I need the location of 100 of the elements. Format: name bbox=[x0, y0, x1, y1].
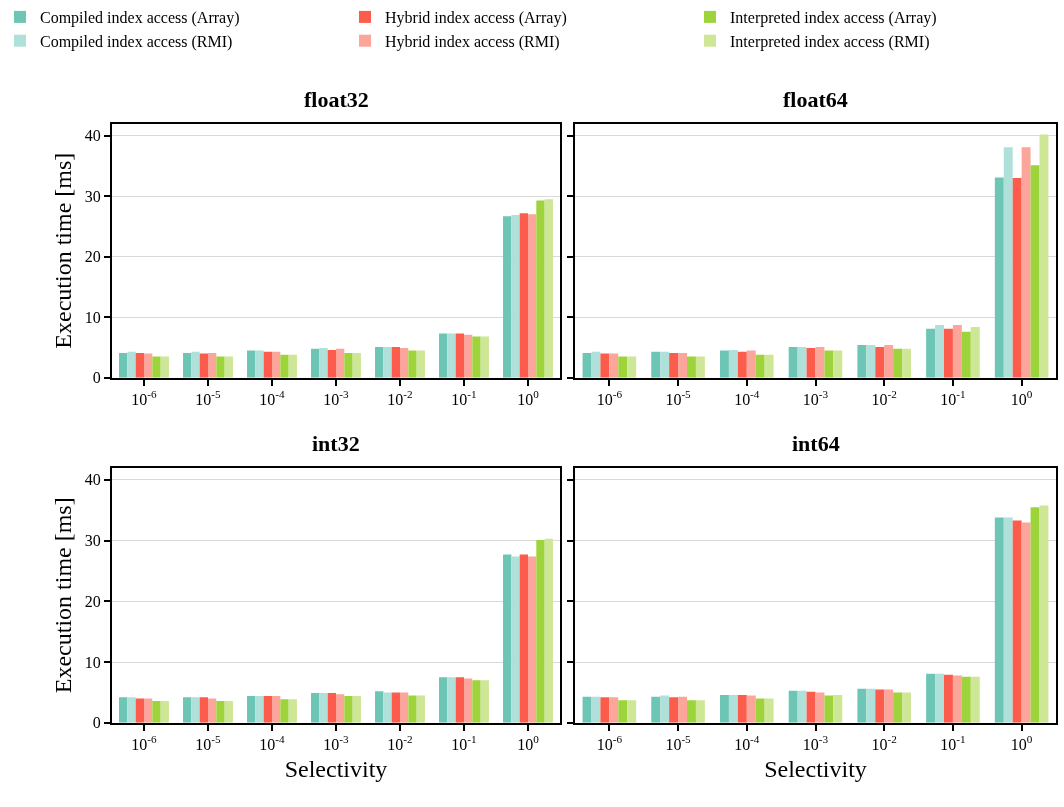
bar bbox=[1012, 520, 1022, 723]
bar bbox=[627, 700, 637, 723]
bar bbox=[127, 697, 136, 723]
bar bbox=[311, 348, 320, 378]
bar bbox=[528, 214, 537, 378]
bar bbox=[247, 350, 256, 378]
bar bbox=[480, 680, 489, 723]
bar bbox=[408, 695, 417, 723]
bar bbox=[183, 697, 192, 723]
bar bbox=[224, 356, 233, 378]
bar bbox=[660, 351, 670, 378]
bar bbox=[544, 199, 553, 378]
bar bbox=[119, 352, 128, 378]
bar bbox=[609, 353, 619, 378]
bar bbox=[669, 352, 679, 378]
bar bbox=[255, 350, 264, 378]
bar bbox=[651, 696, 661, 723]
bar bbox=[833, 694, 843, 723]
bar bbox=[719, 694, 729, 723]
x-tick-label: 10$^{-5}$ bbox=[195, 733, 222, 754]
y-tick-label: 20 bbox=[84, 248, 101, 266]
bar bbox=[944, 328, 953, 378]
bar bbox=[391, 692, 400, 723]
bar bbox=[183, 352, 192, 378]
bar bbox=[866, 345, 876, 378]
x-tick-label: 10$^{-6}$ bbox=[596, 388, 623, 408]
bar bbox=[439, 333, 448, 378]
bar bbox=[263, 351, 272, 378]
x-tick-label: 10$^{-1}$ bbox=[940, 733, 966, 754]
bar bbox=[464, 334, 473, 378]
bar bbox=[1021, 147, 1031, 378]
bar bbox=[1003, 517, 1013, 723]
bar bbox=[208, 698, 217, 723]
chart-title: int32 bbox=[312, 431, 360, 456]
x-tick-label: 10$^{-3}$ bbox=[323, 388, 350, 408]
bar bbox=[216, 356, 225, 378]
bar bbox=[952, 325, 962, 378]
bar bbox=[618, 356, 628, 378]
bar bbox=[391, 346, 400, 378]
bar bbox=[336, 348, 345, 378]
bar bbox=[503, 554, 512, 723]
bar bbox=[902, 692, 912, 723]
bar bbox=[439, 677, 448, 723]
bar bbox=[327, 693, 336, 723]
bar bbox=[902, 348, 912, 378]
bar bbox=[152, 356, 161, 378]
bar bbox=[764, 354, 774, 378]
bar bbox=[135, 698, 144, 723]
bar bbox=[400, 348, 409, 378]
bar bbox=[806, 348, 816, 378]
bar bbox=[280, 354, 289, 378]
bar bbox=[952, 675, 962, 723]
x-tick-label: 10$^{-2}$ bbox=[387, 388, 413, 408]
bar bbox=[875, 346, 885, 378]
y-tick-label: 30 bbox=[84, 187, 101, 205]
bar bbox=[669, 697, 679, 723]
bar bbox=[746, 350, 756, 378]
x-tick-label: 10$^{-3}$ bbox=[802, 733, 829, 754]
legend-label: Hybrid index access (Array) bbox=[385, 9, 567, 28]
bar bbox=[519, 554, 528, 723]
bar bbox=[678, 696, 687, 723]
bar bbox=[288, 354, 297, 378]
bar bbox=[160, 356, 169, 378]
bar bbox=[687, 700, 696, 723]
y-tick-label: 0 bbox=[92, 714, 101, 732]
bar bbox=[511, 214, 520, 378]
y-axis-title: Execution time [ms] bbox=[50, 497, 77, 694]
x-axis-title: Selectivity bbox=[284, 755, 388, 782]
x-tick-label: 10$^{-4}$ bbox=[734, 388, 760, 408]
bar bbox=[152, 700, 161, 723]
bar bbox=[994, 177, 1004, 378]
bar bbox=[408, 350, 417, 378]
legend-label: Compiled index access (RMI) bbox=[40, 32, 233, 51]
bar bbox=[544, 538, 553, 723]
x-tick-label: 10$^{0}$ bbox=[517, 733, 540, 754]
bar bbox=[687, 356, 696, 378]
bar bbox=[263, 696, 272, 723]
x-tick-label: 10$^{-3}$ bbox=[323, 733, 350, 754]
bar bbox=[857, 345, 867, 378]
bar bbox=[352, 696, 361, 723]
bar bbox=[1021, 522, 1031, 723]
bar bbox=[280, 699, 289, 723]
x-tick-label: 10$^{0}$ bbox=[1010, 388, 1033, 408]
y-tick-label: 40 bbox=[84, 127, 101, 145]
x-tick-label: 10$^{-4}$ bbox=[259, 733, 286, 754]
bar bbox=[447, 333, 456, 378]
chart-title: int64 bbox=[792, 431, 840, 456]
bar bbox=[375, 346, 384, 378]
bar bbox=[503, 216, 512, 378]
bar bbox=[199, 697, 208, 723]
bar bbox=[600, 353, 610, 378]
bar bbox=[272, 351, 281, 378]
legend-label: Interpreted index access (Array) bbox=[730, 9, 937, 28]
bar bbox=[728, 694, 738, 723]
bar bbox=[961, 331, 971, 378]
bar bbox=[216, 700, 225, 723]
bar bbox=[764, 698, 774, 723]
y-tick-label: 10 bbox=[84, 308, 101, 326]
x-tick-label: 10$^{0}$ bbox=[1010, 733, 1033, 754]
x-axis-title: Selectivity bbox=[764, 755, 867, 782]
